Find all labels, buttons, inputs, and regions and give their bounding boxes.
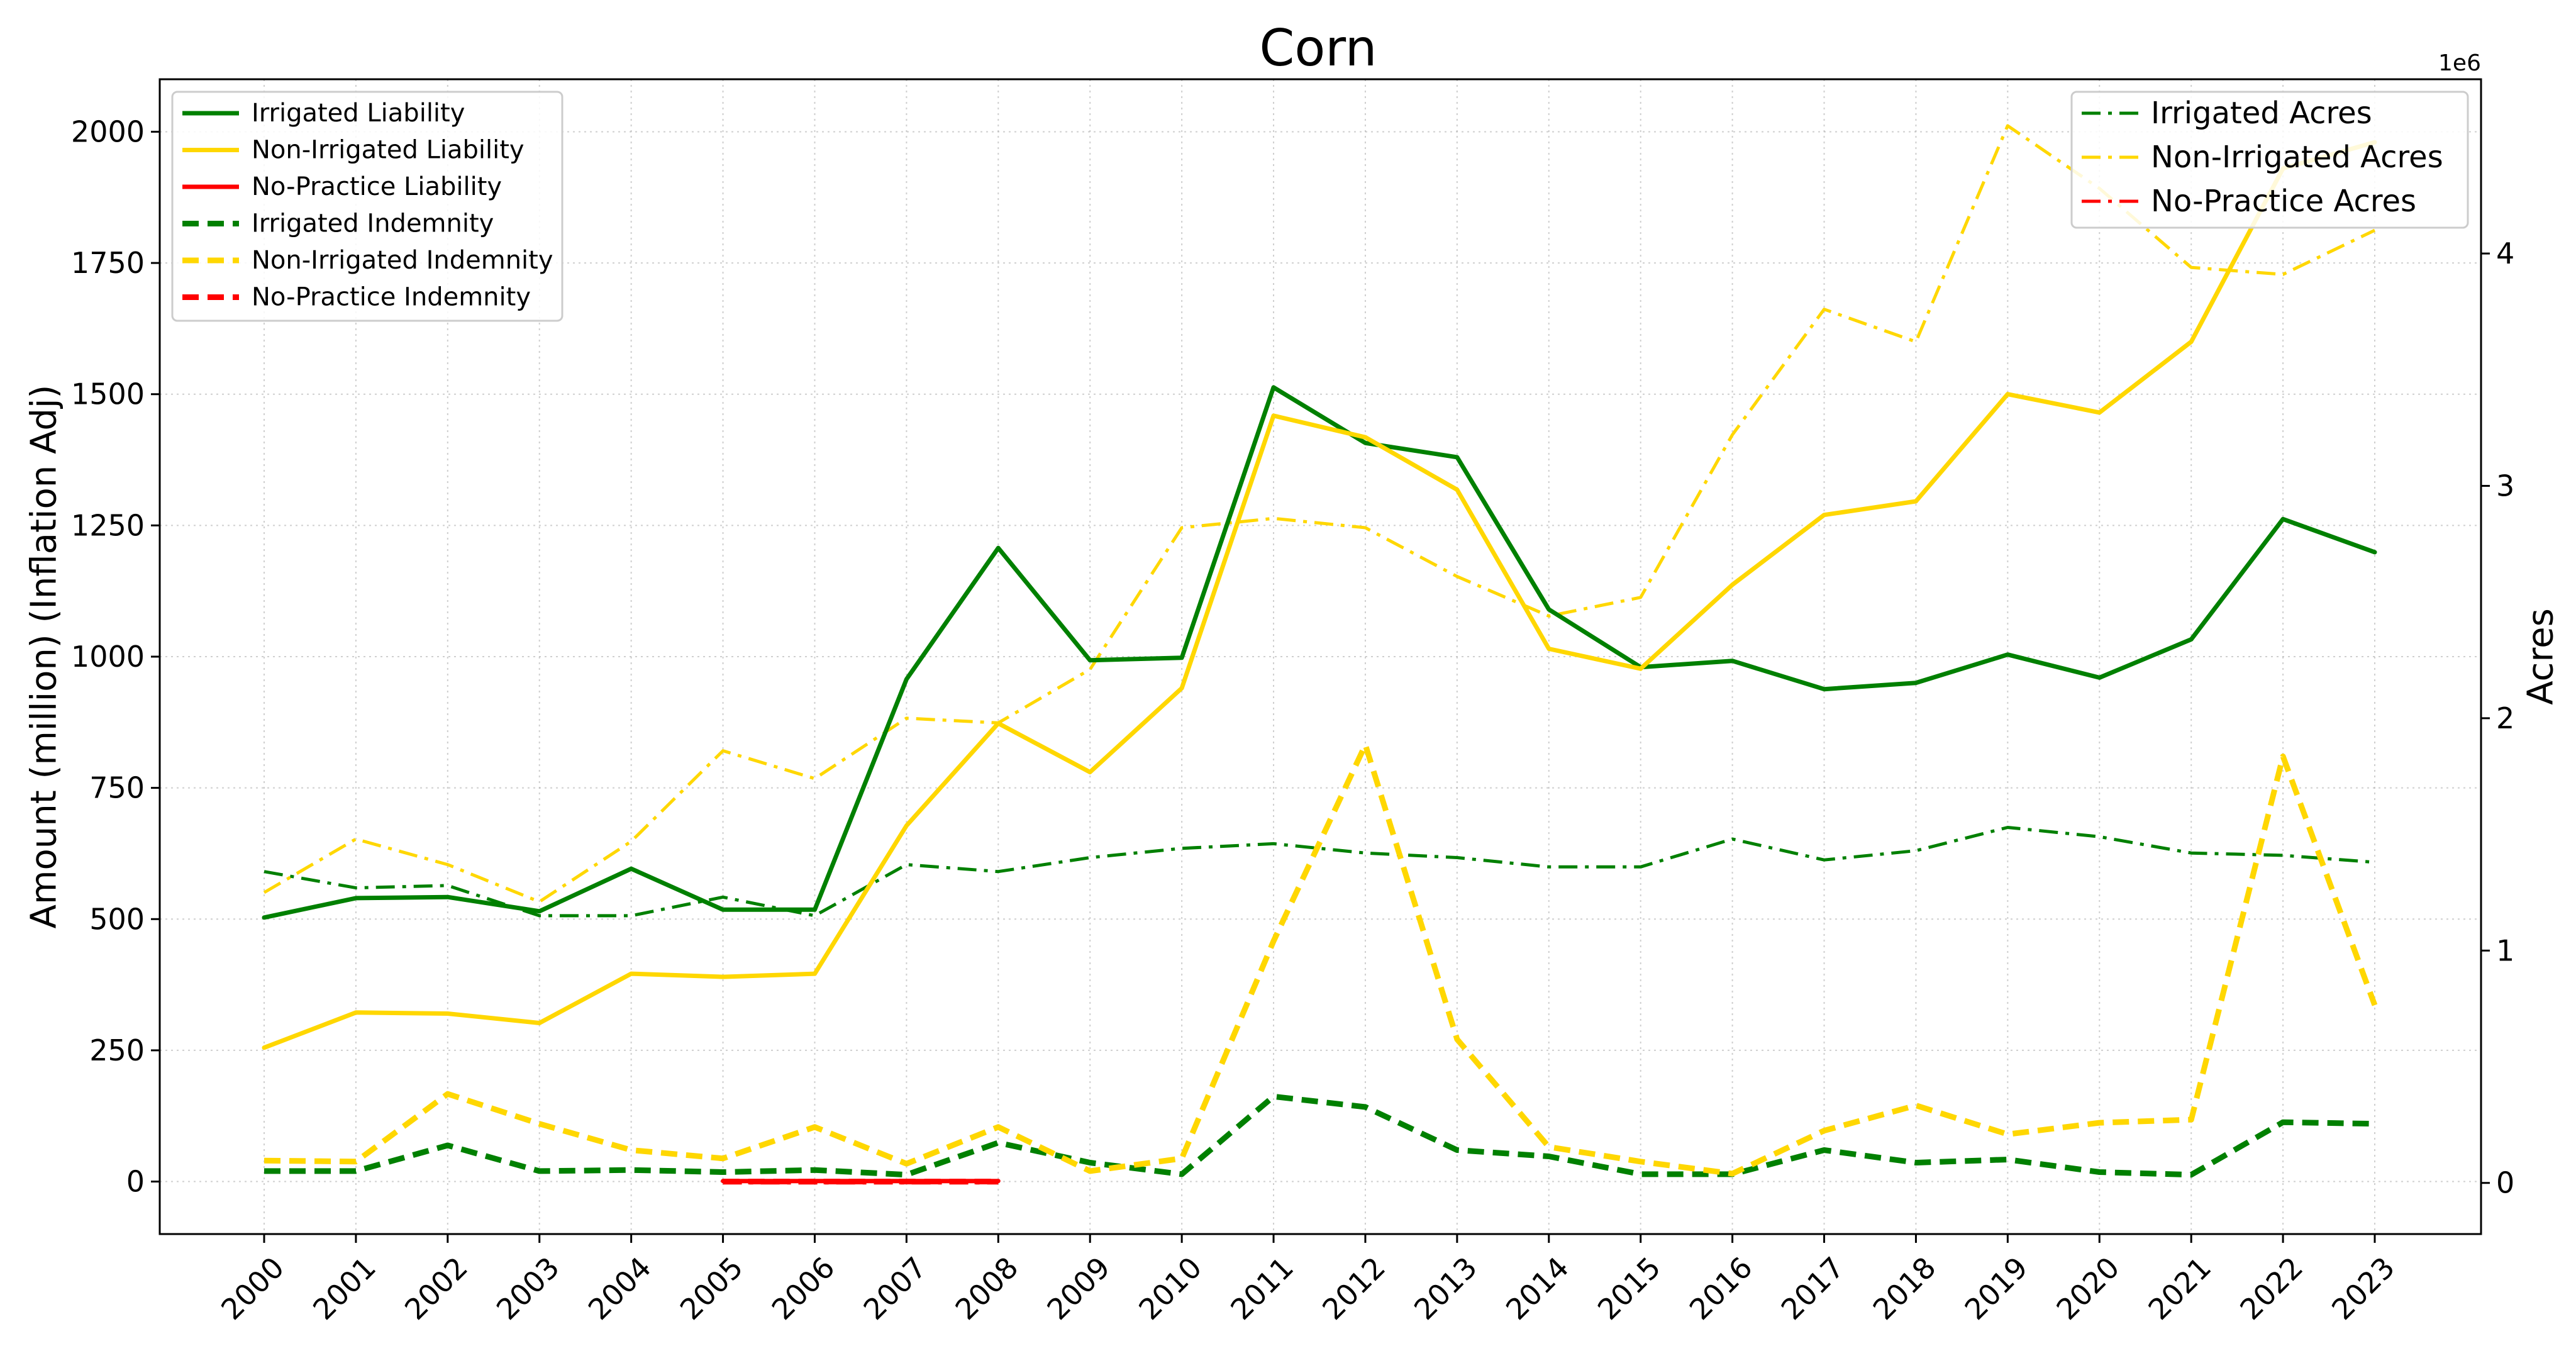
legend-label-non-irrigated-acres: Non-Irrigated Acres: [2151, 140, 2443, 175]
series-line-irrigated-liability: [262, 385, 2377, 920]
y-right-tick-label: 1: [2496, 933, 2514, 967]
series-line-irrigated-acres: [264, 826, 2375, 918]
series-line-non-irrigated-liability: [262, 140, 2377, 1050]
legend-label-irrigated-liability: Irrigated Liability: [252, 99, 465, 128]
y-left-tick-label: 250: [89, 1033, 145, 1067]
y-right-tick-label: 0: [2496, 1166, 2514, 1200]
y-left-tick-label: 1750: [71, 246, 145, 280]
y-right-tick-label: 2: [2496, 701, 2514, 735]
y-left-tick-label: 1500: [71, 377, 145, 411]
legend-label-no-practice-indemnity: No-Practice Indemnity: [252, 283, 531, 312]
chart-title: Corn: [1260, 19, 1377, 77]
y-left-tick-label: 0: [126, 1165, 145, 1199]
y-axis-label-left: Amount (million) (Inflation Adj): [24, 385, 65, 929]
y-right-tick-label: 4: [2496, 236, 2514, 270]
y-left-tick-label: 500: [89, 902, 145, 936]
legend-label-no-practice-acres: No-Practice Acres: [2151, 184, 2416, 219]
legend-left: Irrigated Liability Non-Irrigated Liabili…: [171, 91, 564, 322]
legend-right: Irrigated Acres Non-Irrigated Acres No-Pra…: [2070, 91, 2469, 229]
y-right-tick-label: 3: [2496, 469, 2514, 503]
y-left-tick-label: 2000: [71, 114, 145, 148]
legend-box: [171, 91, 564, 322]
series-line-non-irrigated-acres: [263, 124, 2376, 904]
y-axis-label-right: Acres: [2521, 608, 2562, 705]
legend-box: [2070, 91, 2469, 229]
legend-label-no-practice-liability: No-Practice Liability: [252, 172, 502, 201]
y-left-tick-label: 1000: [71, 640, 145, 674]
legend-label-non-irrigated-indemnity: Non-Irrigated Indemnity: [252, 246, 553, 275]
series-line-irrigated-indemnity: [264, 1093, 2375, 1178]
right-axis-multiplier: 1e6: [2438, 50, 2481, 76]
series-line-non-irrigated-indemnity: [264, 742, 2378, 1177]
series-lines: [262, 124, 2378, 1185]
legend-label-non-irrigated-liability: Non-Irrigated Liability: [252, 136, 525, 165]
y-left-tick-label: 750: [89, 771, 145, 805]
y-left-tick-label: 1250: [71, 508, 145, 542]
legend-label-irrigated-indemnity: Irrigated Indemnity: [252, 209, 494, 238]
legend-label-irrigated-acres: Irrigated Acres: [2151, 96, 2372, 131]
